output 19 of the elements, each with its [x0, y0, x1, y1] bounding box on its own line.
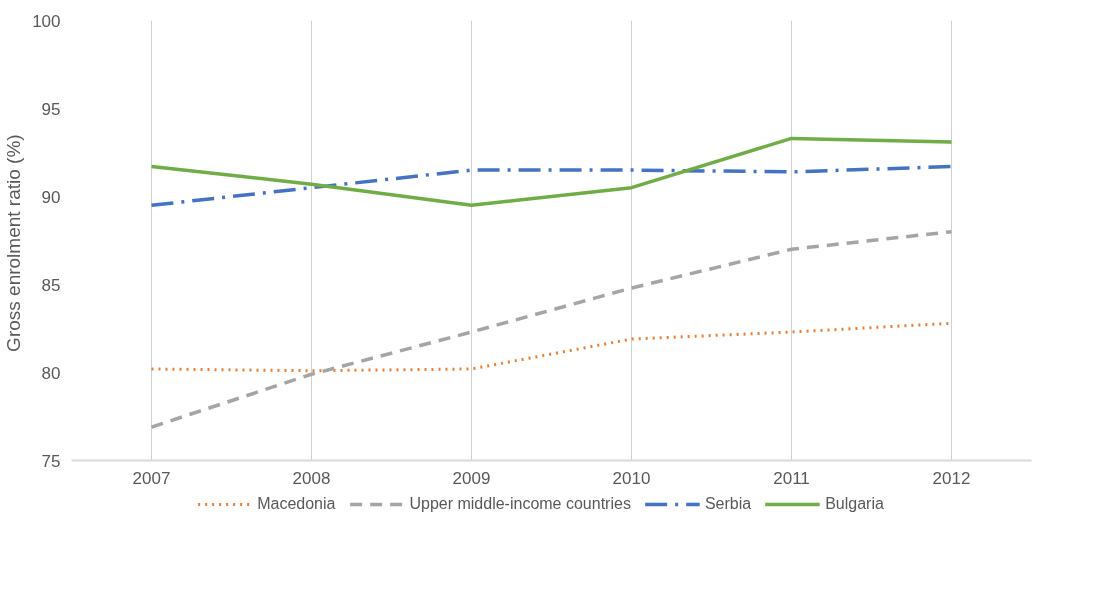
y-tick-label: 100	[32, 11, 61, 31]
x-tick-label: 2011	[773, 468, 810, 488]
y-axis-title: Gross enrolment ratio (%)	[3, 134, 25, 352]
y-tick-label: 85	[41, 275, 61, 295]
legend-label: Serbia	[704, 495, 752, 513]
legend-label: Macedonia	[257, 495, 336, 513]
x-tick-label: 2009	[452, 468, 491, 488]
y-tick-label: 80	[41, 363, 61, 383]
line-series	[149, 136, 954, 208]
y-tick-label: 95	[41, 99, 61, 119]
legend-label: Bulgaria	[825, 495, 884, 513]
x-tick-label: 2008	[292, 468, 331, 488]
x-tick-label: 2010	[612, 468, 651, 488]
y-tick-label: 90	[41, 187, 61, 207]
x-tick-label: 2012	[932, 468, 971, 488]
legend-label: Upper middle-income countries	[409, 495, 631, 513]
y-tick-label: 75	[41, 451, 61, 471]
line-series	[149, 229, 954, 429]
x-tick-label: 2007	[132, 468, 171, 488]
